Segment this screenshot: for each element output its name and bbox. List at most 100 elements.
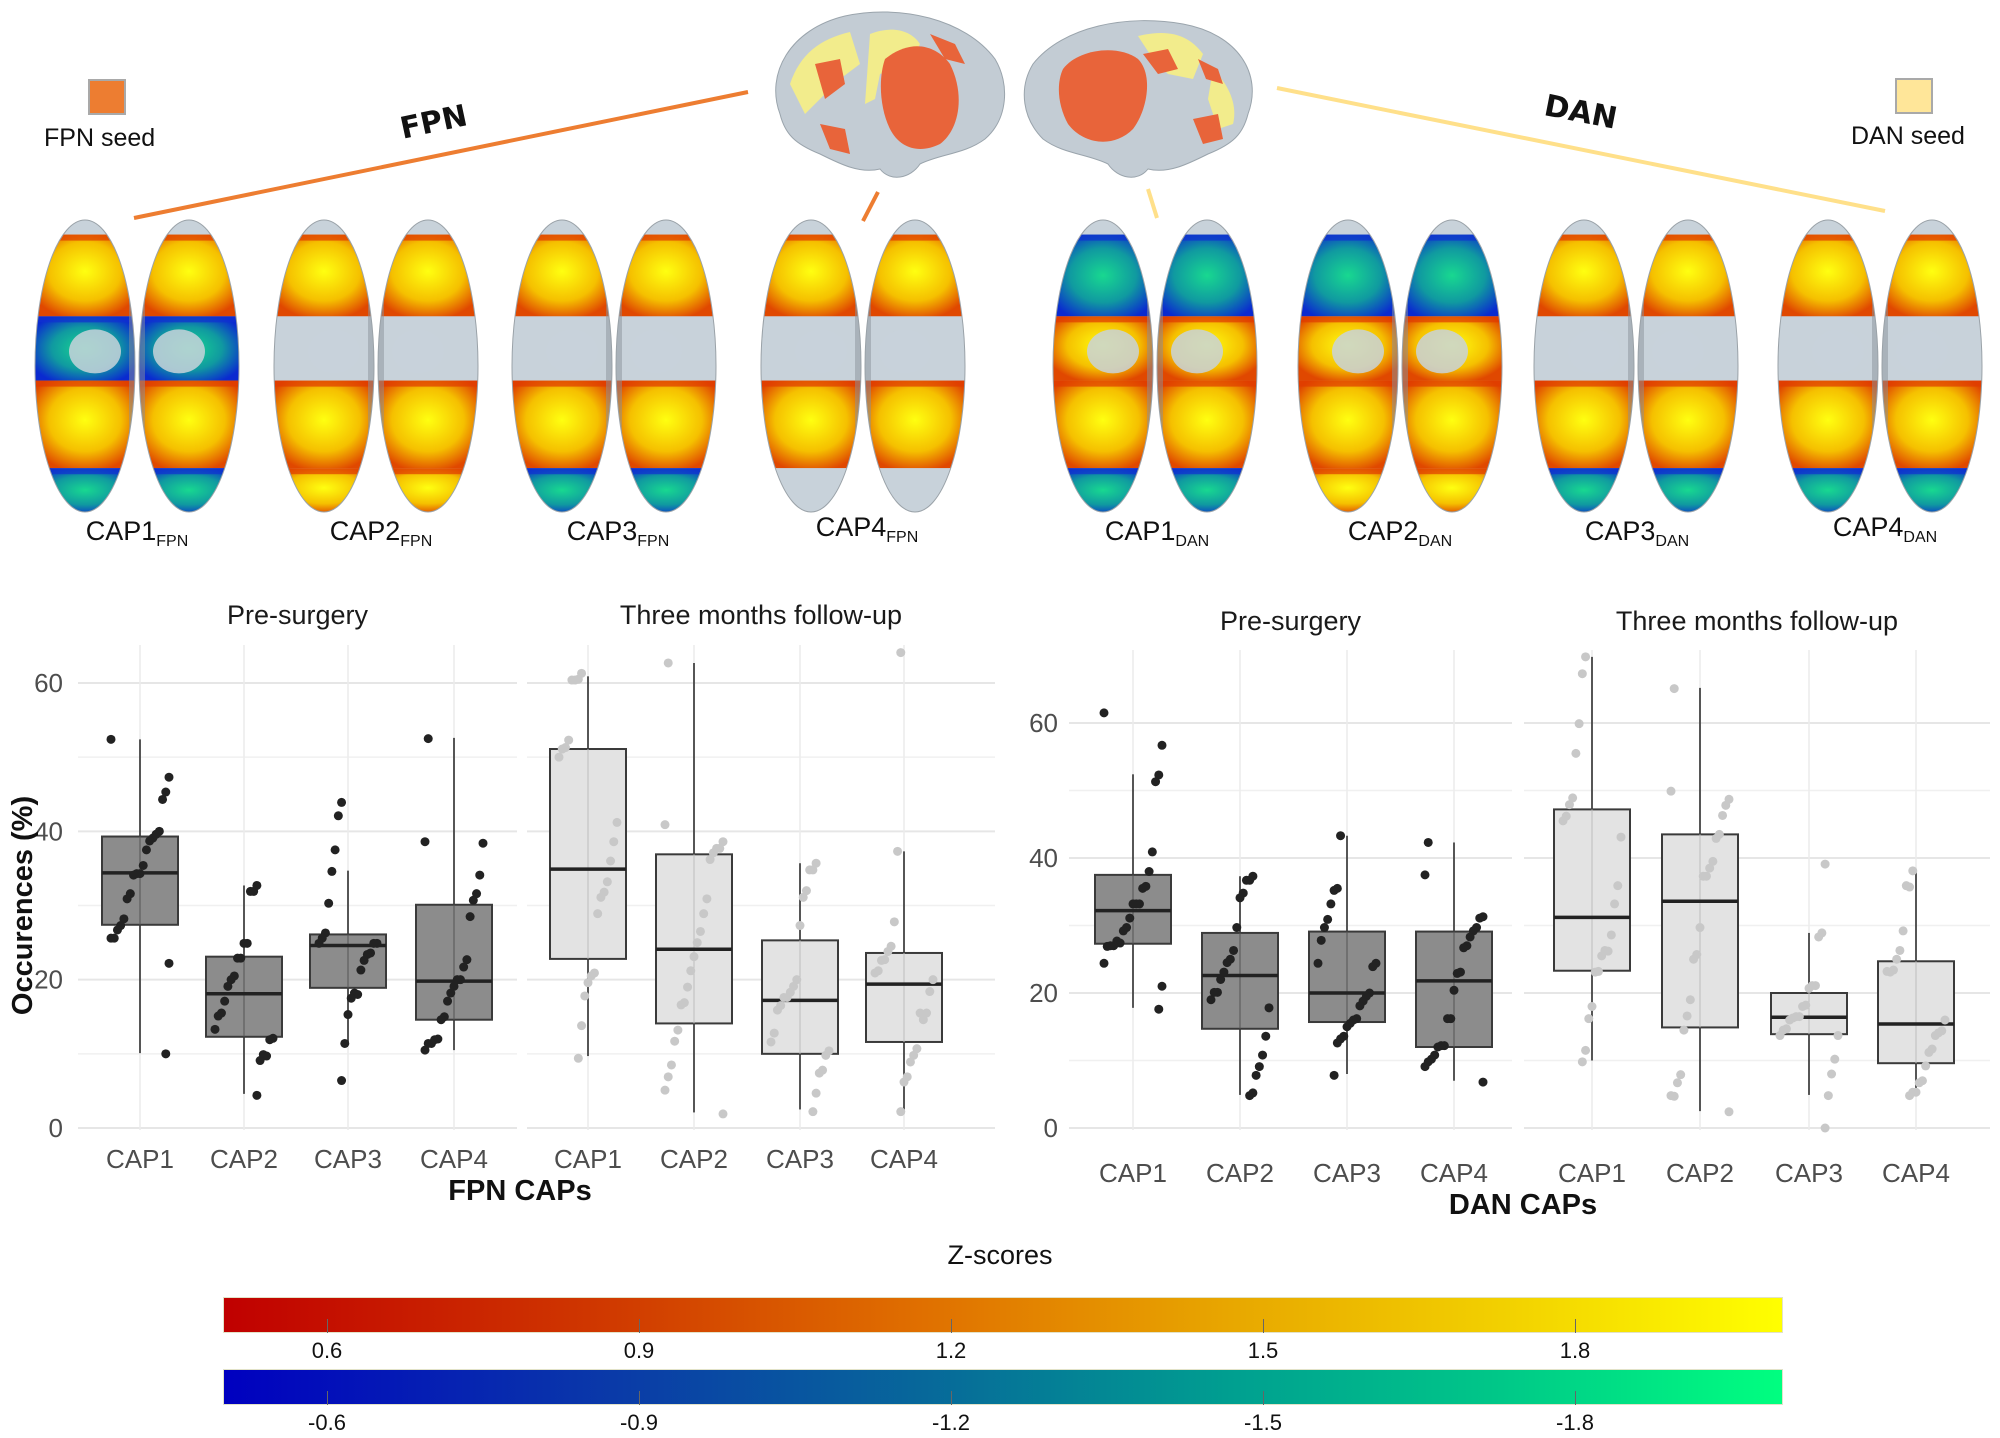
dan-connector-line bbox=[1276, 86, 1886, 213]
data-point bbox=[1921, 1061, 1931, 1071]
positive-colorbar-tick bbox=[327, 1319, 328, 1333]
data-point bbox=[1329, 885, 1339, 895]
cap3-dan-label: CAP3DAN bbox=[1584, 516, 1690, 550]
data-point bbox=[692, 938, 702, 948]
data-point bbox=[1423, 837, 1433, 847]
data-point bbox=[912, 1044, 922, 1054]
data-point bbox=[1823, 1091, 1833, 1101]
box-cap3 bbox=[1770, 859, 1848, 1133]
x-tick-label: CAP2 bbox=[1666, 1158, 1734, 1188]
box-cap4 bbox=[865, 648, 943, 1117]
data-point bbox=[330, 845, 340, 855]
data-point bbox=[112, 925, 122, 935]
data-point bbox=[449, 981, 459, 991]
data-point bbox=[779, 992, 789, 1002]
box-cap1 bbox=[1094, 708, 1172, 1014]
facet-panel: Three months follow-up bbox=[1524, 606, 1990, 1133]
data-point bbox=[356, 965, 366, 975]
left-hemisphere bbox=[761, 220, 861, 512]
x-tick-label: CAP1 bbox=[1099, 1158, 1167, 1188]
positive-colorbar-tick-label: 0.9 bbox=[623, 1338, 655, 1363]
data-point bbox=[1151, 777, 1161, 787]
data-point bbox=[673, 1025, 683, 1035]
data-point bbox=[265, 1035, 275, 1045]
data-point bbox=[1804, 983, 1814, 993]
data-point bbox=[876, 955, 886, 965]
facet-panel: Three months follow-up bbox=[527, 600, 995, 1130]
x-tick-label: CAP4 bbox=[1420, 1158, 1488, 1188]
fpn-occurrence-boxplot: 0 20 40 60 Occurences (%) Pre-surgery CAP1 CAP2… bbox=[7, 600, 995, 1207]
data-point bbox=[327, 866, 337, 876]
fpn-connector-line bbox=[133, 90, 749, 220]
box-cap4 bbox=[1415, 837, 1493, 1087]
negative-colorbar-tick bbox=[1575, 1391, 1576, 1405]
data-point bbox=[1785, 1015, 1795, 1025]
x-tick-label: CAP1 bbox=[106, 1144, 174, 1174]
data-point bbox=[1679, 1025, 1689, 1035]
data-point bbox=[870, 968, 880, 978]
left-hemisphere bbox=[1778, 220, 1878, 512]
fpn-seed-swatch bbox=[88, 79, 126, 115]
negative-colorbar-tick-label: -1.2 bbox=[932, 1410, 970, 1435]
data-point bbox=[1128, 899, 1138, 909]
data-point bbox=[452, 975, 462, 985]
network-connector-lines bbox=[133, 86, 1886, 222]
colorbar-title: Z-scores bbox=[947, 1240, 1053, 1270]
facet-panel: Pre-surgery bbox=[78, 600, 517, 1130]
right-hemisphere bbox=[378, 220, 478, 512]
data-point bbox=[252, 1090, 262, 1100]
data-point bbox=[666, 1060, 676, 1070]
facet-title: Pre-surgery bbox=[227, 600, 369, 630]
left-hemisphere bbox=[35, 220, 135, 512]
positive-colorbar-tick-label: 1.5 bbox=[1247, 1338, 1279, 1363]
data-point bbox=[324, 898, 334, 908]
data-point bbox=[475, 870, 485, 880]
data-point bbox=[420, 1045, 430, 1055]
data-point bbox=[1892, 954, 1902, 964]
data-point bbox=[1676, 1070, 1686, 1080]
data-point bbox=[580, 991, 590, 1001]
x-tick-label: CAP2 bbox=[1206, 1158, 1274, 1188]
data-point bbox=[792, 975, 802, 985]
data-point bbox=[158, 794, 168, 804]
y-tick-label: 0 bbox=[1044, 1113, 1058, 1143]
data-point bbox=[1827, 1069, 1837, 1079]
x-tick-label: CAP3 bbox=[766, 1144, 834, 1174]
box-cap1 bbox=[101, 734, 179, 1059]
x-axis-title: DAN CAPs bbox=[1449, 1189, 1597, 1221]
data-point bbox=[1157, 981, 1167, 991]
negative-colorbar-tick bbox=[1263, 1391, 1264, 1405]
dan-seed-label: DAN seed bbox=[1851, 122, 1965, 150]
data-point bbox=[1577, 669, 1587, 679]
box-cap2 bbox=[205, 880, 283, 1100]
data-point bbox=[795, 921, 805, 931]
data-point bbox=[718, 1109, 728, 1119]
x-tick-label: CAP2 bbox=[660, 1144, 728, 1174]
data-point bbox=[1420, 870, 1430, 880]
y-tick-label: 0 bbox=[49, 1113, 63, 1143]
data-point bbox=[1099, 708, 1109, 718]
data-point bbox=[1222, 958, 1232, 968]
data-point bbox=[164, 772, 174, 782]
data-point bbox=[161, 787, 171, 797]
data-point bbox=[1581, 652, 1591, 662]
data-point bbox=[145, 836, 155, 846]
data-point bbox=[1775, 1031, 1785, 1041]
negative-colorbar-tick-label: -1.5 bbox=[1244, 1410, 1282, 1435]
data-point bbox=[337, 1076, 347, 1086]
data-point bbox=[106, 734, 116, 744]
data-point bbox=[337, 797, 347, 807]
data-point bbox=[1355, 1001, 1365, 1011]
data-point bbox=[1584, 1014, 1594, 1024]
data-point bbox=[1219, 967, 1229, 977]
data-point bbox=[663, 1072, 673, 1082]
data-point bbox=[769, 1028, 779, 1038]
positive-colorbar-tick bbox=[1263, 1319, 1264, 1333]
data-point bbox=[468, 895, 478, 905]
data-point bbox=[1820, 859, 1830, 869]
data-point bbox=[705, 855, 715, 865]
right-hemisphere bbox=[1882, 220, 1982, 512]
y-tick-label: 60 bbox=[1029, 708, 1058, 738]
data-point bbox=[1459, 943, 1469, 953]
data-point bbox=[1833, 1031, 1843, 1041]
